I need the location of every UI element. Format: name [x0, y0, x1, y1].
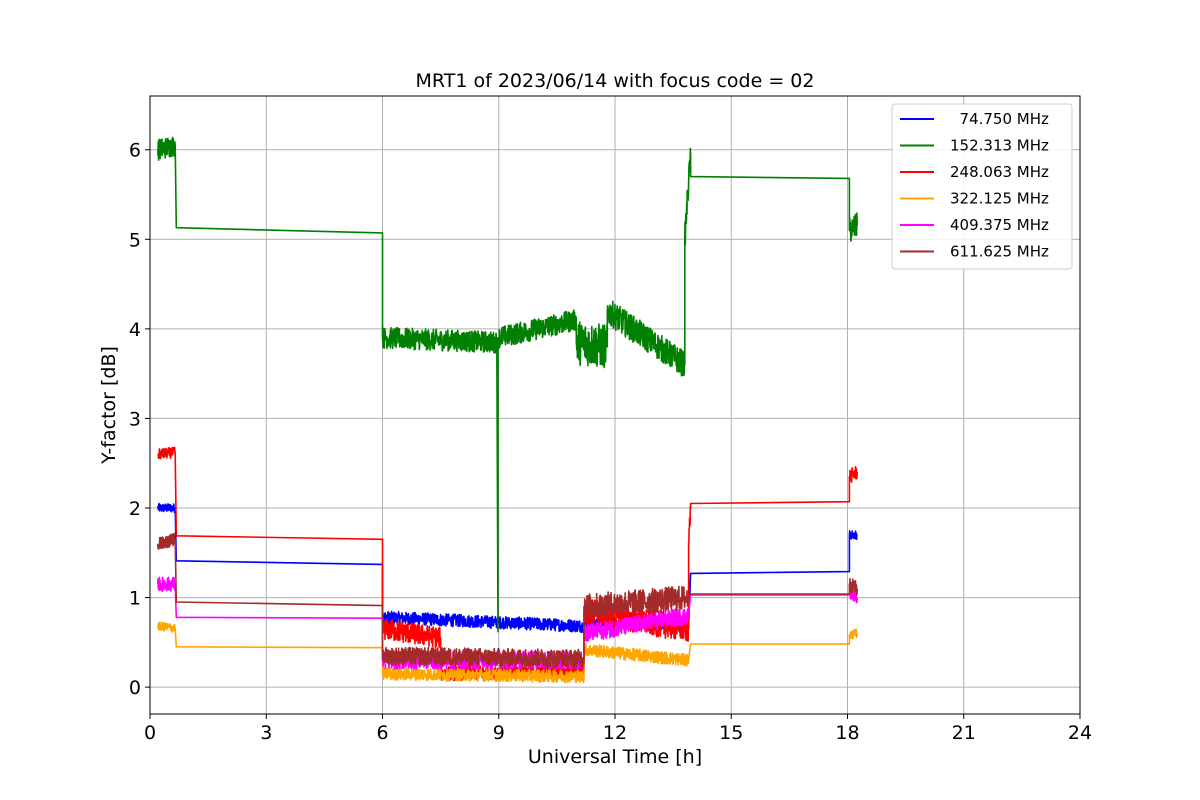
y-tick-label: 2	[129, 498, 141, 520]
x-tick-label: 24	[1068, 722, 1092, 744]
x-tick-label: 21	[952, 722, 976, 744]
y-tick-label: 6	[129, 140, 141, 162]
legend-label: 152.313 MHz	[950, 137, 1049, 155]
x-tick-label: 6	[376, 722, 388, 744]
legend-label: 611.625 MHz	[950, 243, 1049, 261]
series-path	[157, 532, 858, 669]
x-tick-label: 15	[719, 722, 743, 744]
x-axis-label: Universal Time [h]	[528, 746, 702, 768]
x-axis: 0 3 6 9 12 15 18 21 24	[144, 714, 1092, 744]
y-axis: 0 1 2 3 4 5 6	[129, 140, 150, 699]
legend-label: 74.750 MHz	[950, 110, 1049, 128]
series-line	[157, 532, 858, 669]
legend-box	[891, 103, 1073, 270]
y-tick-label: 3	[129, 408, 141, 430]
x-tick-label: 9	[493, 722, 505, 744]
y-tick-label: 5	[129, 229, 141, 251]
x-tick-label: 0	[144, 722, 156, 744]
series-path	[157, 136, 858, 633]
y-axis-label: Y-factor [dB]	[98, 346, 120, 465]
y-tick-label: 4	[129, 319, 141, 341]
series-layer	[157, 136, 858, 684]
y-tick-label: 1	[129, 588, 141, 610]
x-tick-label: 12	[603, 722, 627, 744]
series-line	[157, 621, 858, 684]
x-tick-label: 18	[835, 722, 859, 744]
legend-label: 322.125 MHz	[950, 190, 1049, 208]
legend-label: 409.375 MHz	[950, 216, 1049, 234]
legend: 74.750 MHz 152.313 MHz 248.063 MHz 322.125 …	[891, 103, 1073, 270]
series-line	[157, 136, 858, 633]
legend-label: 248.063 MHz	[950, 163, 1049, 181]
chart-title: MRT1 of 2023/06/14 with focus code = 02	[416, 70, 815, 92]
x-tick-label: 3	[260, 722, 272, 744]
series-path	[157, 621, 858, 684]
y-tick-label: 0	[129, 677, 141, 699]
